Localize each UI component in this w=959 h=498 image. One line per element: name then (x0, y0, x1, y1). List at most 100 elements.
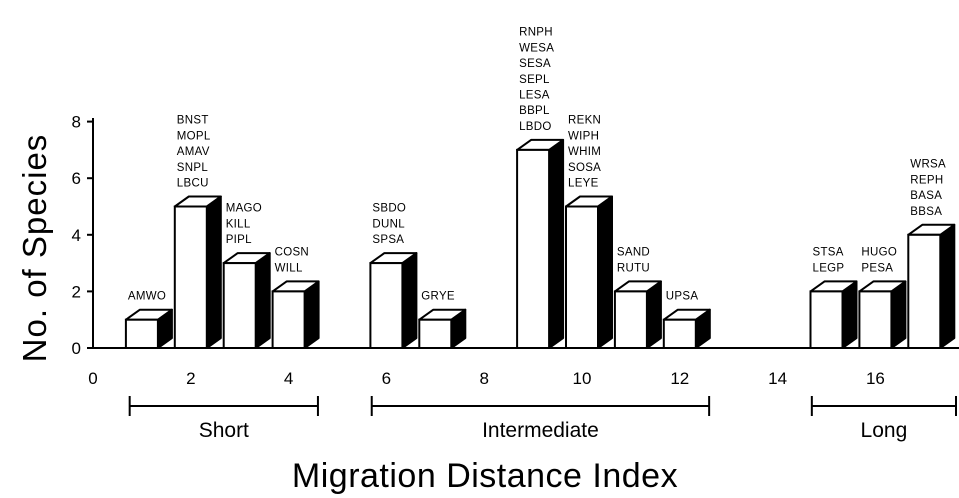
bar-front (613, 290, 648, 349)
y-axis-label: No. of Species (16, 134, 53, 363)
species-label: BBSA (910, 206, 942, 218)
group-bracket: Long (810, 396, 957, 442)
species-label: COSN (275, 247, 309, 259)
species-label: MAGO (226, 203, 262, 215)
bar (565, 195, 613, 349)
group-bracket: Intermediate (370, 396, 711, 442)
bar (613, 280, 662, 349)
y-tick-label: 8 (72, 113, 81, 132)
group-label: Long (861, 419, 908, 442)
x-tick-label: 8 (479, 369, 488, 388)
species-label: AMWO (128, 291, 166, 303)
x-tick-label: 4 (284, 369, 293, 388)
species-label: RNPH (519, 27, 553, 39)
x-tick-label: 12 (670, 369, 689, 388)
x-axis-label: Migration Distance Index (292, 457, 678, 495)
species-label: DUNL (372, 218, 405, 230)
species-label: SESA (519, 58, 551, 70)
bar-front (516, 148, 551, 349)
bar-front (662, 318, 697, 350)
bar (369, 252, 418, 350)
species-label: UPSA (666, 291, 699, 303)
group-label: Intermediate (482, 419, 599, 442)
species-label: WRSA (910, 159, 946, 171)
species-label: GRYE (421, 291, 455, 303)
x-tick-label: 16 (866, 369, 885, 388)
group-bracket: Short (128, 396, 319, 442)
y-tick-label: 0 (72, 339, 81, 358)
species-label: KILL (226, 218, 251, 230)
species-label: WIPH (568, 130, 599, 142)
species-labels: AMWO BNST MOPL AMAV SNPL LBCU MAGO KILL PIPL COSN… (128, 27, 946, 303)
species-label: SPSA (372, 234, 404, 246)
group-label: Short (199, 419, 249, 442)
bar-side (548, 138, 565, 349)
species-label: LBDO (519, 121, 552, 133)
bar-front (369, 262, 404, 350)
species-label: LEYE (568, 178, 599, 190)
species-label: LBCU (177, 178, 209, 190)
species-label: RUTU (617, 262, 650, 274)
bar-side (939, 223, 956, 349)
bar-side (254, 252, 271, 349)
bar-side (890, 280, 907, 349)
x-tick-label: 14 (768, 369, 787, 388)
bar (662, 308, 711, 350)
species-label: WILL (275, 262, 303, 274)
bar-front (222, 262, 257, 350)
species-label: SNPL (177, 162, 209, 174)
species-label: BBPL (519, 105, 550, 117)
distance-groups: Short Intermediate Long (128, 396, 957, 442)
bar-front (418, 318, 453, 350)
bar-side (841, 280, 858, 349)
bar (124, 308, 173, 350)
bar-side (645, 280, 662, 349)
y-tick-label: 2 (72, 282, 81, 301)
bar-front (858, 290, 893, 349)
species-label: REKN (568, 115, 601, 127)
bar (809, 280, 858, 349)
species-label: STSA (813, 247, 844, 259)
species-label: REPH (910, 174, 943, 186)
x-tick-label: 0 (88, 369, 97, 388)
bar (222, 252, 271, 350)
species-label: LEGP (813, 262, 845, 274)
y-tick-label: 4 (72, 226, 81, 245)
bar (418, 308, 467, 350)
bar-front (124, 318, 159, 350)
species-label: AMAV (177, 146, 210, 158)
bar-side (205, 195, 222, 349)
bar (858, 280, 907, 349)
species-label: WHIM (568, 146, 601, 158)
bar-front (565, 205, 599, 349)
species-label: SBDO (372, 203, 406, 215)
x-tick-label: 2 (186, 369, 195, 388)
species-label: BNST (177, 115, 209, 127)
y-tick-label: 6 (72, 169, 81, 188)
bar-front (271, 290, 306, 349)
species-label: MOPL (177, 130, 211, 142)
x-tick-label: 6 (382, 369, 391, 388)
species-label: PESA (861, 262, 893, 274)
bar (173, 195, 222, 349)
species-label: SEPL (519, 74, 550, 86)
species-label: SAND (617, 247, 650, 259)
species-label: BASA (910, 190, 942, 202)
x-tick-label: 10 (573, 369, 592, 388)
species-label: WESA (519, 42, 554, 54)
bar-front (173, 205, 208, 349)
bar (271, 280, 320, 349)
bars (124, 138, 956, 350)
species-label: HUGO (861, 247, 897, 259)
species-label: LESA (519, 90, 550, 102)
bar-side (597, 195, 613, 349)
bar (907, 223, 956, 349)
species-label: SOSA (568, 162, 601, 174)
bar-front (809, 290, 844, 349)
species-label: PIPL (226, 234, 252, 246)
bar-side (401, 252, 418, 349)
bar-front (907, 233, 942, 349)
bar (516, 138, 565, 349)
bar-side (303, 280, 320, 349)
